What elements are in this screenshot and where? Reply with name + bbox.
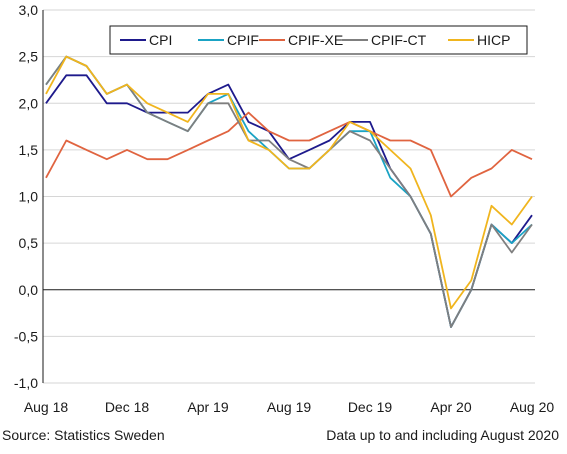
legend-label: CPIF-XE	[288, 32, 343, 48]
line-chart: 3,0 2,5 2,0 1,5 1,0 0,5 0,0 -0,5 -1,0 Aug 18 Dec …	[14, 2, 555, 415]
source-note: Source: Statistics Sweden	[2, 427, 165, 443]
gridlines	[43, 9, 535, 384]
y-tick-label: 2,5	[19, 49, 39, 65]
series-line-hicp	[45, 55, 533, 310]
x-tick-label: Apr 19	[187, 399, 228, 415]
x-tick-label: Aug 19	[267, 399, 312, 415]
data-note: Data up to and including August 2020	[326, 427, 559, 443]
y-tick-label: 2,0	[19, 95, 39, 111]
x-tick-label: Dec 18	[105, 399, 150, 415]
y-axis: 3,0 2,5 2,0 1,5 1,0 0,5 0,0 -0,5 -1,0	[14, 2, 44, 391]
series-line-cpif	[45, 55, 533, 329]
y-tick-label: 0,0	[19, 282, 39, 298]
y-tick-label: 0,5	[19, 235, 39, 251]
x-tick-label: Aug 20	[510, 399, 555, 415]
y-tick-label: -1,0	[14, 375, 38, 391]
legend: CPI CPIF CPIF-XE CPIF-CT HICP	[109, 25, 528, 55]
y-tick-label: 1,5	[19, 142, 39, 158]
y-tick-label: 1,0	[19, 189, 39, 205]
legend-label: HICP	[477, 32, 510, 48]
series-line-cpif-xe	[45, 111, 533, 198]
x-axis: Aug 18 Dec 18 Apr 19 Aug 19 Dec 19 Apr 20 Aug …	[24, 399, 555, 415]
legend-label: CPIF	[227, 32, 259, 48]
y-tick-label: -0,5	[14, 328, 38, 344]
series-line-cpif-ct	[45, 55, 533, 329]
legend-label: CPIF-CT	[371, 32, 427, 48]
series-lines	[45, 55, 533, 329]
legend-label: CPI	[149, 32, 172, 48]
x-tick-label: Aug 18	[24, 399, 69, 415]
x-tick-label: Dec 19	[348, 399, 393, 415]
y-tick-label: 3,0	[19, 2, 39, 18]
x-tick-label: Apr 20	[430, 399, 471, 415]
